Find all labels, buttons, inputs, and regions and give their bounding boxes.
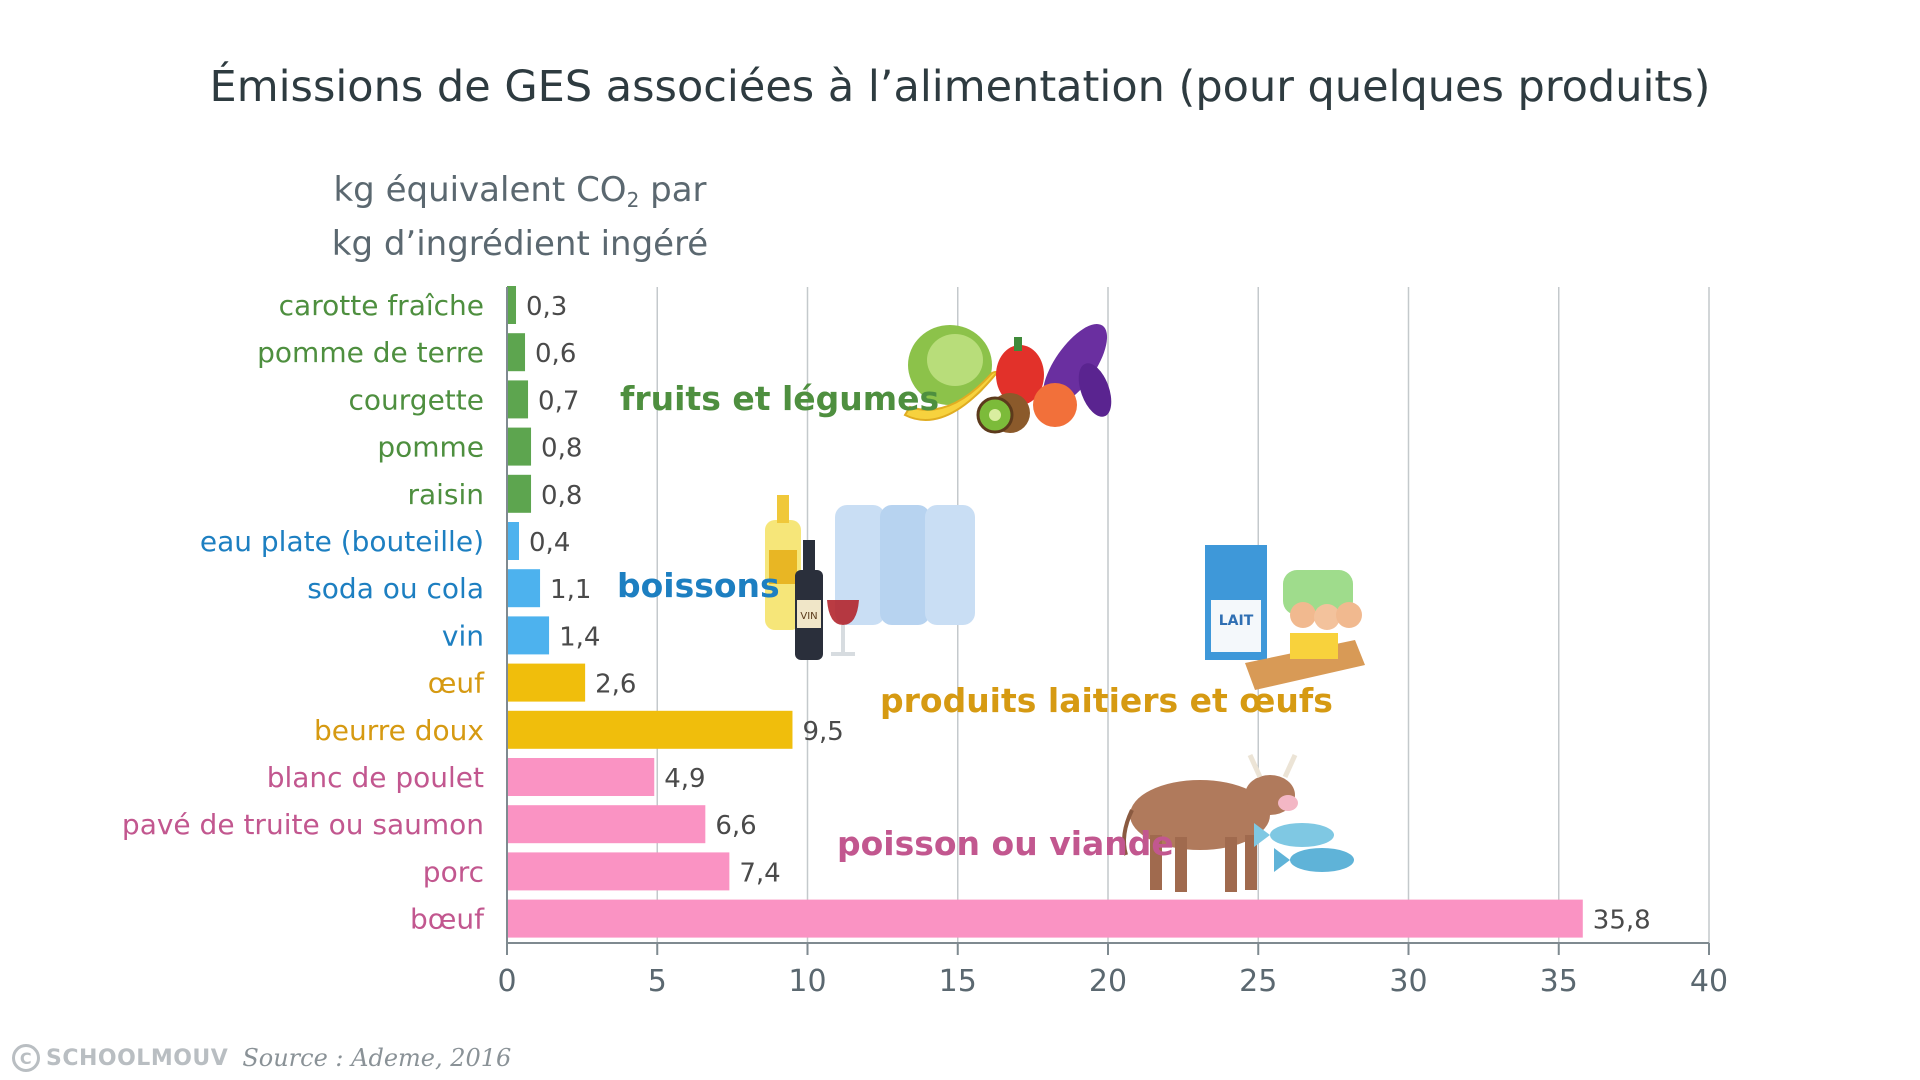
- brand-logo: C SCHOOLMOUV: [12, 1044, 228, 1072]
- wine-label: VIN: [800, 611, 817, 622]
- bar: [507, 569, 541, 608]
- copyright-icon: C: [12, 1044, 40, 1072]
- bar: [507, 522, 520, 560]
- y-axis-label-subscript: 2: [626, 188, 640, 212]
- value-label: 0,6: [535, 339, 576, 369]
- y-axis-label-line1: kg équivalent CO: [333, 170, 627, 210]
- value-label: 1,4: [559, 622, 600, 652]
- footer: C SCHOOLMOUV Source : Ademe, 2016: [12, 1040, 511, 1076]
- x-tick-label: 40: [1690, 964, 1728, 999]
- category-label: raisin: [407, 478, 484, 511]
- x-tick-label: 15: [939, 964, 977, 999]
- bar: [507, 427, 532, 466]
- bar: [507, 380, 529, 419]
- bar: [507, 286, 517, 324]
- value-labels: 0,3 0,6 0,7 0,8 0,8 0,4 1,1 1,4 2,6 9,5 4,9 6,6 7,4 3…: [526, 292, 1651, 936]
- bar: [507, 899, 1583, 938]
- group-label: fruits et légumes: [620, 379, 939, 418]
- category-label: pavé de truite ou saumon: [122, 808, 484, 841]
- category-labels: carotte fraîche pomme de terre courgette po…: [122, 289, 485, 936]
- group-label: produits laitiers et œufs: [880, 681, 1333, 720]
- bar: [507, 852, 730, 891]
- value-label: 4,9: [664, 764, 705, 794]
- cow-illustration: [1122, 753, 1298, 892]
- category-label: eau plate (bouteille): [200, 525, 484, 558]
- category-label: œuf: [428, 667, 485, 700]
- value-label: 35,8: [1593, 906, 1651, 936]
- x-tick-label: 20: [1089, 964, 1127, 999]
- value-label: 7,4: [739, 858, 780, 888]
- value-label: 1,1: [550, 575, 591, 605]
- bar: [507, 758, 655, 796]
- dairy-eggs-illustration: LAIT: [1205, 545, 1365, 690]
- group-label: poisson ou viande: [837, 824, 1174, 863]
- category-label: pomme de terre: [257, 336, 484, 369]
- category-label: carotte fraîche: [279, 289, 484, 322]
- category-label: vin: [442, 619, 484, 652]
- fruits-vegetables-illustration: [903, 324, 1112, 434]
- value-label: 0,4: [529, 528, 570, 558]
- x-tick-label: 30: [1389, 964, 1427, 999]
- value-label: 0,8: [541, 434, 582, 464]
- category-label: pomme: [377, 431, 484, 464]
- value-label: 9,5: [802, 717, 843, 747]
- brand-name: SCHOOLMOUV: [46, 1045, 229, 1071]
- bar: [507, 710, 793, 749]
- drinks-illustration: VIN: [765, 495, 975, 660]
- x-tick-label: 5: [648, 964, 667, 999]
- bar: [507, 663, 586, 702]
- y-axis-label: kg équivalent CO2 par kg d’ingrédient in…: [300, 168, 740, 266]
- category-label: porc: [423, 855, 484, 888]
- bar: [507, 616, 550, 655]
- x-axis: 0 5 10 15 20 25 30 35 40: [497, 287, 1728, 999]
- x-tick-label: 25: [1239, 964, 1277, 999]
- category-label: soda ou cola: [307, 572, 484, 605]
- chart-title: Émissions de GES associées à l’alimentat…: [209, 62, 1711, 112]
- source-text: Source : Ademe, 2016: [242, 1044, 512, 1072]
- value-label: 0,7: [538, 386, 579, 416]
- value-label: 0,3: [526, 292, 567, 322]
- bar: [507, 333, 526, 372]
- y-axis-label-line2: kg d’ingrédient ingéré: [331, 224, 709, 264]
- category-label: courgette: [349, 383, 484, 416]
- y-axis-label-line1-end: par: [639, 170, 707, 210]
- category-label: blanc de poulet: [267, 761, 484, 794]
- x-tick-label: 35: [1540, 964, 1578, 999]
- bars: [507, 286, 1583, 938]
- value-label: 6,6: [715, 811, 756, 841]
- x-tick-label: 10: [788, 964, 826, 999]
- value-label: 0,8: [541, 481, 582, 511]
- milk-label: LAIT: [1219, 613, 1254, 629]
- category-label: bœuf: [410, 903, 485, 936]
- bar: [507, 474, 532, 513]
- bar: [507, 805, 706, 844]
- group-labels: fruits et légumes boissons produits laitie…: [617, 379, 1333, 863]
- category-label: beurre doux: [314, 714, 484, 747]
- group-label: boissons: [617, 566, 780, 605]
- value-label: 2,6: [595, 670, 636, 700]
- bar-chart: VIN LAIT carotte fraîche pomme de terre co…: [122, 286, 1728, 999]
- fish-illustration: [1254, 823, 1354, 872]
- x-tick-label: 0: [497, 964, 516, 999]
